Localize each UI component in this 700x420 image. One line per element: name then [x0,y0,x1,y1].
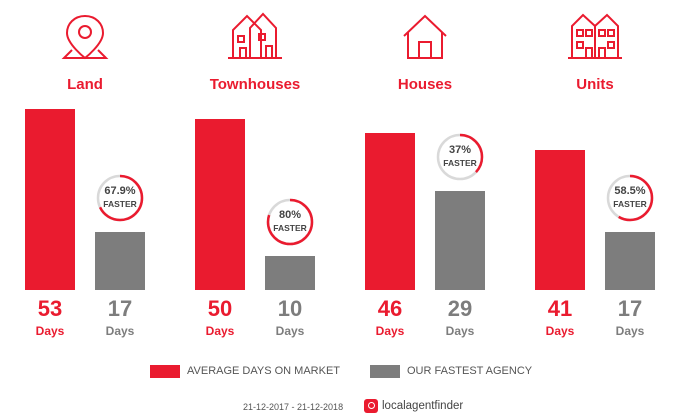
value-label-fastest: 17 [617,296,643,321]
category-label: Units [576,76,614,93]
faster-label: FASTER [443,158,477,168]
days-unit-label: Days [545,324,575,338]
value-label-average: 53 [37,296,63,321]
value-label-average: 46 [377,296,403,321]
days-unit-label: Days [445,324,475,338]
value-label-fastest: 10 [277,296,303,321]
bar-fastest-units [605,232,655,290]
faster-badge: 58.5% FASTER [604,172,656,224]
bar-fastest-townhouses [265,256,315,290]
value-label-fastest: 17 [107,296,133,321]
days-unit-label: Days [375,324,405,338]
faster-label: FASTER [273,223,307,233]
days-unit-label: Days [105,324,135,338]
faster-badge: 67.9% FASTER [94,172,146,224]
brand-logo-icon [364,399,378,413]
legend-label-average: AVERAGE DAYS ON MARKET [187,365,341,377]
days-unit-label: Days [35,324,65,338]
townhouses-icon [228,12,282,59]
bar-fastest-houses [435,191,485,290]
faster-label: FASTER [613,199,647,209]
value-label-average: 41 [547,296,573,321]
house-icon [403,14,447,59]
days-unit-label: Days [275,324,305,338]
faster-progress-ring [266,198,314,246]
date-range: 21-12-2017 - 21-12-2018 [243,402,344,412]
faster-percent: 67.9% [104,185,136,197]
faster-percent: 37% [448,144,472,156]
legend-swatch-average [150,365,180,378]
faster-percent: 58.5% [614,185,646,197]
brand-name: localagentfinder [382,400,464,412]
value-label-average: 50 [207,296,233,321]
bar-average-townhouses [195,119,245,290]
bar-fastest-land [95,232,145,290]
category-label: Houses [397,76,453,93]
value-label-fastest: 29 [447,296,473,321]
faster-badge: 37% FASTER [434,131,486,183]
legend-swatch-fastest [370,365,400,378]
faster-label: FASTER [103,199,137,209]
faster-progress-ring [606,174,654,222]
bar-average-units [535,150,585,290]
faster-percent: 80% [278,209,302,221]
faster-progress-ring [436,133,484,181]
days-unit-label: Days [205,324,235,338]
category-label: Land [67,76,103,93]
legend-label-fastest: OUR FASTEST AGENCY [407,365,533,377]
bar-average-houses [365,133,415,290]
bar-average-land [25,109,75,290]
units-icon [568,13,622,59]
faster-badge: 80% FASTER [264,196,316,248]
faster-progress-ring [96,174,144,222]
days-unit-label: Days [615,324,645,338]
category-label: Townhouses [209,76,301,93]
map-pin-icon [61,14,109,60]
